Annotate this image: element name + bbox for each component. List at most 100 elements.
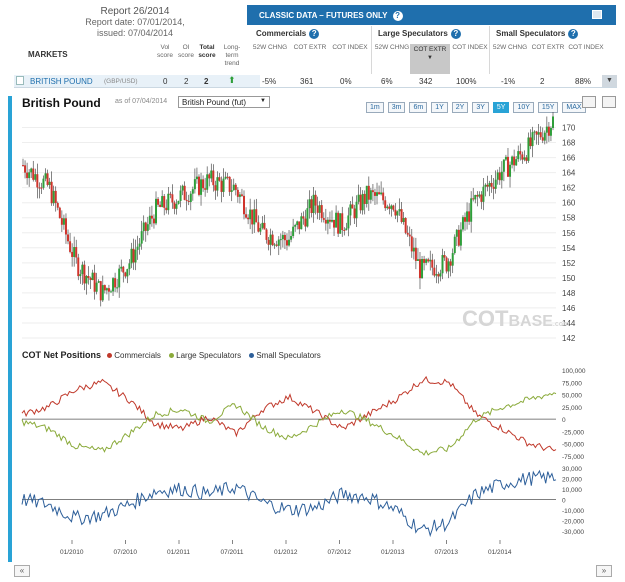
help-icon[interactable]: ? [450, 29, 461, 39]
price-tick-label: 164 [562, 169, 576, 178]
help-icon[interactable]: ? [309, 29, 320, 39]
range-button-10y[interactable]: 10Y [513, 102, 534, 113]
range-button-6m[interactable]: 6m [409, 102, 428, 113]
help-icon[interactable]: ? [568, 29, 579, 39]
range-button-1y[interactable]: 1Y [431, 102, 448, 113]
group-small-speculators: Small Speculators? 52W CHNG COT EXTR COT… [490, 26, 606, 74]
sub-cot-extr[interactable]: COT EXTR [293, 44, 327, 51]
range-button-2y[interactable]: 2Y [451, 102, 469, 113]
candle-body [22, 165, 24, 167]
candle-body [298, 221, 301, 230]
candle-body [414, 247, 417, 261]
candle-body [351, 204, 354, 209]
candle-body [412, 247, 415, 252]
print-icon[interactable] [582, 96, 596, 108]
candle-body [83, 264, 86, 284]
candle-body [521, 154, 524, 160]
market-select[interactable]: British Pound (fut) ▼ [178, 96, 270, 108]
candle-body [394, 209, 397, 216]
market-row-british-pound[interactable]: BRITISH POUND (GBP/USD) 0 2 2 ⬆ -5% 361 … [14, 75, 617, 88]
cotbase-watermark: COTBASE.com [462, 306, 569, 331]
sub-52w-chng[interactable]: 52W CHNG [374, 44, 410, 51]
candle-body [484, 184, 487, 187]
help-icon[interactable]: ? [392, 11, 403, 21]
cot-tick-label: 30,000 [562, 466, 582, 473]
candle-body [398, 209, 401, 212]
candle-body [60, 218, 63, 225]
candle-body [216, 177, 219, 191]
candle-body [103, 285, 106, 291]
price-chart: 142 144 146 148 150 152 154 156 158 160 162 164 166 1… [22, 112, 576, 343]
sub-52w-chng[interactable]: 52W CHNG [252, 44, 288, 51]
range-button-15y[interactable]: 15Y [537, 102, 559, 113]
candle-body [457, 229, 460, 246]
candle-body [181, 185, 184, 191]
commercials-line [21, 375, 557, 452]
candle-body [142, 222, 145, 232]
candle-body [523, 157, 526, 160]
row-toggle-icon[interactable] [16, 76, 24, 85]
candle-body [38, 187, 41, 189]
cot-tick-label: 0 [562, 417, 566, 424]
legend-commercials: Commercials [107, 351, 161, 360]
market-name[interactable]: BRITISH POUND [30, 77, 93, 86]
candle-body [502, 159, 505, 172]
oi-score: 2 [184, 77, 189, 86]
candle-body [423, 259, 426, 263]
candle-body [240, 194, 243, 196]
next-button[interactable]: » [596, 565, 612, 577]
candle-body [263, 222, 266, 230]
candle-body [130, 248, 133, 264]
classic-data-header: CLASSIC DATA – FUTURES ONLY ? [247, 5, 616, 25]
range-button-5y[interactable]: 5Y [492, 102, 510, 113]
cot-tick-label: 75,000 [562, 380, 582, 387]
prev-button[interactable]: « [14, 565, 30, 577]
range-button-3m[interactable]: 3m [387, 102, 406, 113]
candle-body [447, 261, 450, 272]
candle-body [537, 132, 540, 135]
candle-body [69, 241, 72, 252]
sub-cot-extr[interactable]: COT EXTR [531, 44, 565, 51]
sub-cot-extr-active[interactable]: COT EXTR ▼ [410, 44, 450, 74]
range-button-3y[interactable]: 3Y [472, 102, 489, 113]
candle-body [320, 205, 323, 219]
range-button-1m[interactable]: 1m [366, 102, 384, 113]
candle-body [339, 213, 342, 234]
candle-body [459, 229, 462, 246]
candle-body [318, 205, 321, 213]
candle-body [386, 206, 389, 209]
x-tick-label: 01/2014 [488, 549, 512, 556]
candle-body [175, 203, 178, 209]
large-52w-chng: 6% [381, 77, 393, 86]
print-icon[interactable] [592, 10, 602, 19]
chart-title: British Pound [22, 96, 101, 110]
sub-cot-index[interactable]: COT INDEX [568, 44, 604, 51]
sub-cot-index[interactable]: COT INDEX [452, 44, 488, 51]
candle-body [408, 234, 411, 237]
candle-body [302, 216, 305, 219]
candle-body [353, 208, 356, 219]
large-cot-extr: 342 [419, 77, 433, 86]
total-score: 2 [204, 77, 209, 86]
sub-52w-chng[interactable]: 52W CHNG [492, 44, 528, 51]
candle-body [541, 137, 544, 141]
price-tick-label: 166 [562, 154, 576, 163]
x-tick-label: 01/2012 [274, 549, 298, 556]
candle-body [112, 278, 115, 292]
close-icon[interactable] [602, 96, 616, 108]
candle-body [261, 222, 264, 228]
candle-body [150, 215, 153, 219]
candle-body [461, 217, 464, 230]
sub-cot-index[interactable]: COT INDEX [332, 44, 368, 51]
candle-body [163, 196, 166, 208]
cot-legend-title: COT Net Positions [22, 350, 102, 360]
candle-body [539, 132, 542, 138]
group-large-speculators: Large Speculators? 52W CHNG COT EXTR ▼ CO… [372, 26, 490, 74]
candle-body [455, 229, 458, 237]
candle-body [486, 184, 489, 187]
candle-body [24, 165, 27, 173]
candle-body [308, 199, 311, 209]
candle-body [283, 234, 286, 241]
candle-body [390, 205, 393, 209]
row-expand-icon[interactable]: ▼ [602, 75, 617, 87]
